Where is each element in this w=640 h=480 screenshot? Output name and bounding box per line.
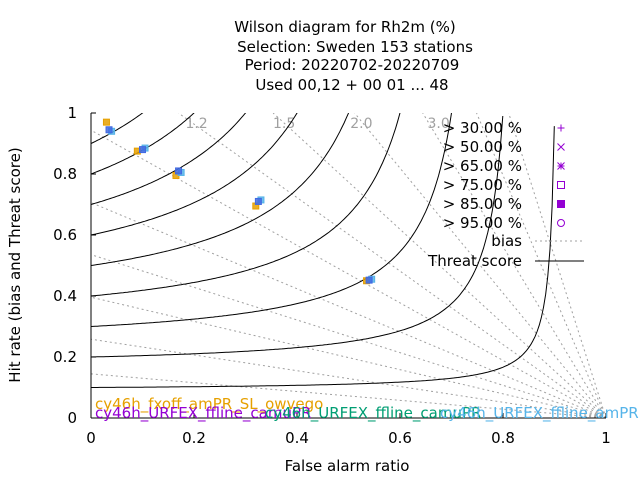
bias-line — [91, 202, 606, 418]
experiment-label: cy46h_fxoff_amPR_SL_owvego — [95, 395, 323, 414]
data-point — [175, 167, 183, 175]
x-axis-label: False alarm ratio — [285, 457, 410, 475]
y-tick-label: 0.2 — [53, 348, 77, 366]
legend-entry-label: > 95.00 % — [443, 214, 522, 232]
data-points — [102, 118, 376, 285]
bias-line — [91, 338, 606, 418]
experiment-label: cy46h_URFEX_ffline_camuPR — [95, 404, 311, 423]
title-line-2: Selection: Sweden 153 stations — [237, 38, 473, 56]
x-tick-label: 0.2 — [182, 429, 206, 447]
x-tick-label: 0.6 — [388, 429, 412, 447]
threat-score-curve — [91, 115, 504, 358]
threat-score-curve — [91, 113, 144, 144]
bias-line — [272, 113, 606, 418]
bias-line — [91, 254, 606, 418]
data-point — [254, 197, 262, 205]
legend: > 30.00 %> 50.00 %> 65.00 %> 75.00 %> 85… — [427, 119, 584, 270]
title-line-3: Period: 20220702-20220709 — [245, 56, 460, 74]
legend-marker — [557, 143, 565, 151]
x-tick-label: 0 — [86, 429, 96, 447]
threat-score-curve — [91, 113, 401, 297]
bias-line — [508, 113, 606, 418]
y-tick-label: 0.8 — [53, 165, 77, 183]
data-point — [139, 146, 146, 154]
series-cy46h_URFEX_ffline_camuPR_v2 — [105, 126, 373, 284]
legend-marker — [557, 124, 565, 132]
bias-line — [91, 296, 606, 418]
bias-line — [91, 129, 606, 418]
legend-marker — [557, 181, 565, 189]
experiment-labels: cy46h_fxoff_amPR_SL_owvegocy46h_URFEX_ff… — [95, 395, 639, 423]
plot-area: 1.2 1.5 2.0 3.0 0 0.2 0.4 0.6 0.8 1 0 0.2 0.4 0.6 0.8 1… — [53, 104, 639, 447]
y-tick-label: 0.6 — [53, 226, 77, 244]
threat-score-curve — [91, 113, 298, 236]
data-point — [105, 126, 113, 134]
legend-marker — [557, 162, 565, 170]
series-cy46h_fxoff_amPR_SL_owvego — [102, 118, 371, 285]
threat-score-curve — [91, 113, 195, 175]
y-tick-label: 1 — [67, 104, 77, 122]
series-cy46h_URFEX_ffline_camuPR — [108, 127, 376, 283]
legend-marker — [557, 200, 565, 208]
bias-line — [91, 373, 606, 418]
legend-entry-label: > 50.00 % — [443, 138, 522, 156]
experiment-label: cy46h_URFEX_ffline_amPR — [440, 404, 639, 423]
title-line-1: Wilson diagram for Rh2m (%) — [234, 18, 455, 36]
title-line-4: Used 00,12 + 00 01 ... 48 — [255, 76, 448, 94]
legend-bias-label: bias — [491, 232, 522, 250]
legend-entry-label: > 30.00 % — [443, 119, 522, 137]
legend-entry-label: > 75.00 % — [443, 176, 522, 194]
y-axis-label: Hit rate (bias and Threat score) — [6, 147, 24, 382]
bias-line — [354, 113, 606, 418]
legend-marker — [557, 219, 565, 227]
bias-label: 2.0 — [350, 116, 372, 132]
bias-label: 1.2 — [185, 116, 207, 132]
threat-score-curve — [91, 113, 452, 327]
x-tick-label: 0.4 — [285, 429, 309, 447]
bias-line — [422, 113, 606, 418]
x-tick-label: 1 — [601, 429, 611, 447]
chart-title: Wilson diagram for Rh2m (%) Selection: S… — [234, 18, 473, 94]
bias-label: 1.5 — [273, 116, 295, 132]
threat-score-curve — [91, 113, 247, 205]
bias-lines: 1.2 1.5 2.0 3.0 — [91, 113, 606, 418]
bias-line — [476, 113, 606, 418]
legend-entry-label: > 65.00 % — [443, 157, 522, 175]
data-point — [365, 276, 373, 284]
x-tick-label: 0.8 — [491, 429, 515, 447]
threat-score-curve — [91, 126, 555, 388]
y-tick-label: 0 — [67, 409, 77, 427]
legend-threat-score-label: Threat score — [427, 252, 522, 270]
threat-score-curves — [91, 113, 555, 388]
bias-label: 3.0 — [427, 116, 449, 132]
y-tick-label: 0.4 — [53, 287, 77, 305]
threat-score-curve — [91, 113, 350, 266]
data-point — [102, 118, 110, 126]
experiment-label: cy46h_URFEX_ffline_camuPR — [265, 404, 481, 423]
legend-entry-label: > 85.00 % — [443, 195, 522, 213]
